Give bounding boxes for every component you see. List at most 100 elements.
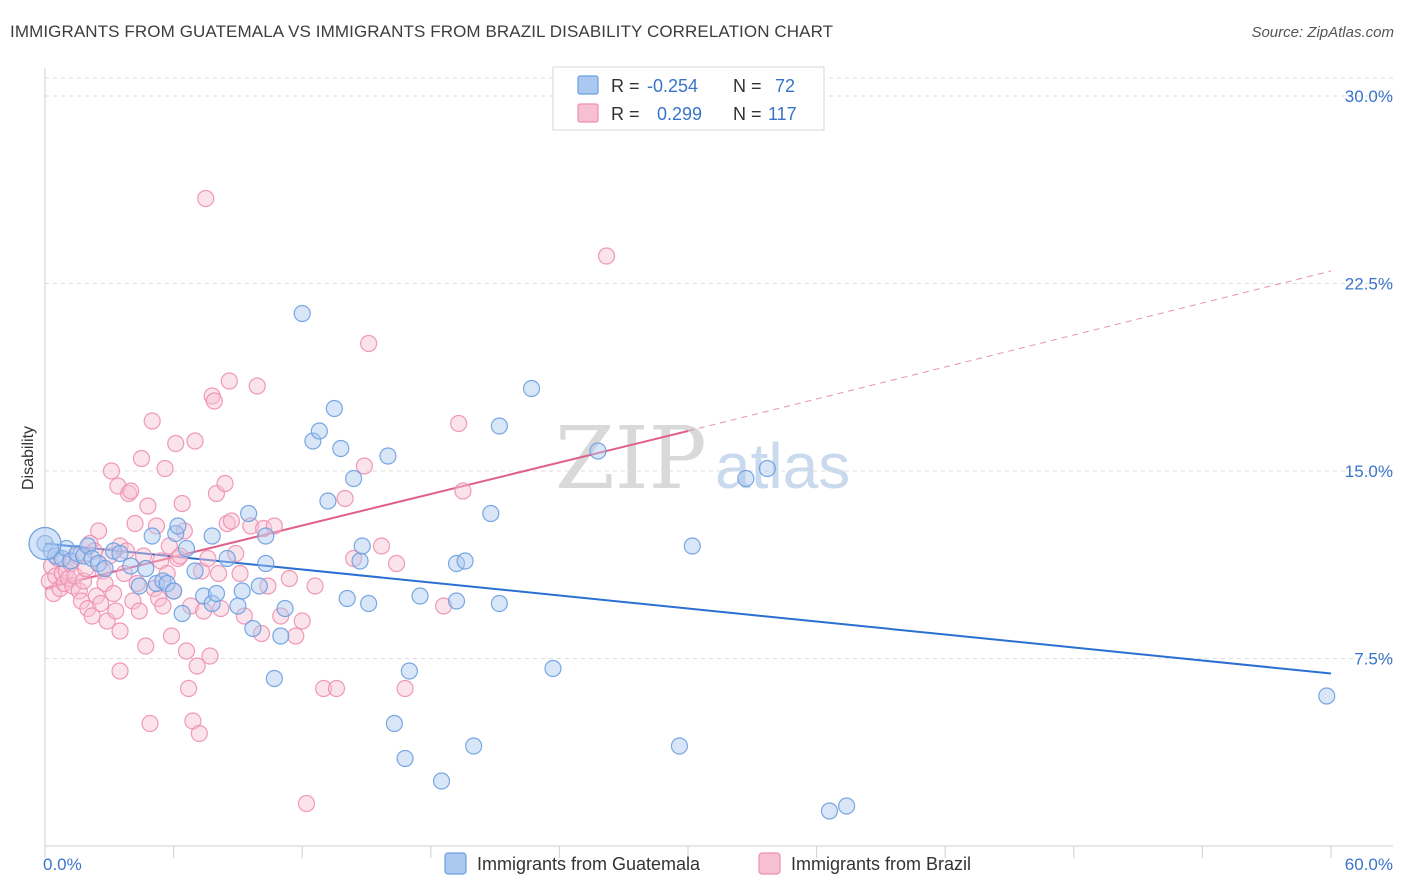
point-guatemala-63	[482, 504, 500, 523]
point-guatemala-17	[143, 527, 161, 545]
point-guatemala-52	[360, 594, 378, 613]
point-guatemala-29	[203, 594, 221, 613]
watermark: ZIP atlas	[555, 409, 850, 509]
point-guatemala-41	[276, 599, 294, 618]
point-guatemala-23	[169, 517, 187, 535]
point-guatemala-14	[122, 557, 140, 575]
point-brazil-76	[201, 647, 219, 665]
point-guatemala-70	[683, 537, 701, 555]
point-brazil-16	[74, 572, 93, 590]
point-brazil-89	[242, 517, 260, 535]
point-brazil-55	[156, 459, 174, 478]
stats-n-value-guatemala: 72	[775, 76, 795, 96]
point-guatemala-15	[130, 577, 148, 595]
point-brazil-74	[197, 189, 215, 208]
legend-swatch-brazil	[758, 852, 781, 875]
stats-legend-swatch-guatemala	[577, 75, 599, 95]
point-guatemala-30	[207, 584, 226, 603]
point-guatemala-59	[447, 592, 466, 610]
point-brazil-100	[306, 577, 324, 595]
point-brazil-66	[180, 679, 198, 698]
point-brazil-78	[205, 392, 223, 410]
point-brazil-23	[89, 522, 108, 540]
point-guatemala-62	[465, 737, 483, 755]
point-guatemala-39	[265, 669, 283, 688]
point-brazil-45	[134, 547, 153, 565]
point-guatemala-36	[250, 577, 268, 595]
point-brazil-105	[355, 457, 373, 475]
point-brazil-87	[231, 564, 249, 583]
point-guatemala-24	[177, 539, 196, 558]
point-brazil-48	[141, 714, 159, 733]
point-guatemala-38	[257, 527, 275, 545]
y-tick-labels: 7.5% 15.0% 22.5% 30.0%	[1345, 87, 1393, 669]
point-brazil-41	[126, 514, 144, 533]
trend-lines	[44, 270, 1332, 675]
point-guatemala-68	[589, 442, 607, 460]
point-brazil-88	[235, 607, 253, 625]
point-brazil-69	[186, 432, 204, 450]
point-guatemala-42	[293, 304, 311, 323]
point-brazil-38	[119, 484, 138, 503]
point-brazil-91	[252, 624, 271, 643]
watermark-atlas: atlas	[715, 430, 850, 502]
point-guatemala-32	[229, 597, 247, 615]
point-guatemala-13	[111, 544, 129, 563]
axes	[44, 68, 1393, 858]
point-brazil-51	[147, 517, 166, 535]
point-brazil-101	[315, 679, 333, 698]
point-guatemala-64	[490, 594, 508, 613]
point-brazil-82	[216, 474, 234, 493]
point-brazil-86	[227, 544, 245, 563]
point-guatemala-56	[400, 662, 418, 680]
point-brazil-17	[77, 559, 95, 578]
point-guatemala-37	[257, 554, 275, 573]
point-guatemala-33	[233, 582, 251, 600]
point-brazil-110	[435, 597, 453, 615]
point-guatemala-61	[456, 552, 474, 570]
x-tick-label-min: 0.0%	[43, 855, 82, 874]
source-credit: Source: ZipAtlas.com	[1251, 24, 1394, 41]
point-brazil-98	[293, 612, 311, 630]
point-guatemala-50	[351, 552, 369, 570]
point-brazil-54	[154, 597, 172, 615]
point-guatemala-73	[820, 802, 839, 820]
stats-legend: R = -0.254 N = 72 R = 0.299 N = 117	[552, 66, 825, 131]
point-guatemala-51	[353, 537, 371, 555]
point-brazil-43	[130, 602, 148, 620]
point-brazil-109	[396, 679, 414, 698]
point-brazil-96	[280, 569, 298, 588]
point-brazil-84	[220, 372, 238, 390]
point-guatemala-48	[338, 589, 356, 608]
point-brazil-102	[327, 679, 346, 698]
point-guatemala-65	[490, 417, 508, 435]
stats-r-label-brazil: R =	[611, 104, 640, 124]
point-brazil-40	[124, 592, 142, 610]
y-tick-label-0: 7.5%	[1354, 650, 1393, 669]
point-guatemala-69	[670, 737, 689, 755]
point-brazil-58	[162, 627, 181, 645]
point-guatemala-57	[411, 587, 429, 605]
trend-line-brazil-extension	[687, 270, 1332, 432]
legend-swatch-guatemala	[444, 852, 467, 875]
point-guatemala-74	[838, 797, 856, 815]
point-guatemala-cluster	[28, 526, 62, 561]
point-brazil-63	[173, 494, 191, 513]
point-guatemala-66	[522, 379, 541, 398]
point-brazil-47	[139, 497, 157, 515]
point-guatemala-55	[396, 749, 414, 768]
point-brazil-29	[102, 462, 121, 480]
point-guatemala-16	[137, 559, 155, 578]
stats-legend-swatch-brazil	[577, 103, 599, 123]
point-guatemala-35	[244, 619, 262, 638]
point-brazil-113	[597, 247, 616, 265]
point-guatemala-44	[310, 422, 328, 440]
series-legend: Immigrants from Guatemala Immigrants fro…	[444, 852, 971, 875]
point-guatemala-54	[385, 714, 403, 733]
y-tick-label-2: 22.5%	[1345, 275, 1393, 294]
point-brazil-97	[287, 627, 305, 645]
point-guatemala-49	[345, 469, 363, 488]
watermark-zip: ZIP	[555, 409, 707, 509]
point-guatemala-11	[96, 559, 114, 578]
